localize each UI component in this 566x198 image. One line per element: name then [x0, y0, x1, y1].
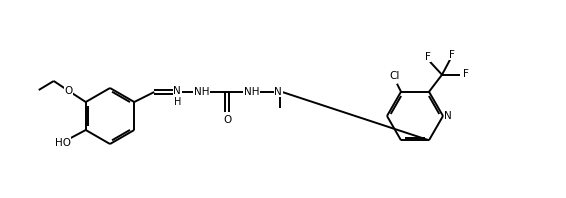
Text: F: F: [425, 52, 431, 62]
Text: HO: HO: [55, 138, 71, 148]
Text: F: F: [463, 69, 469, 79]
Text: N: N: [173, 86, 181, 96]
Text: O: O: [223, 115, 231, 125]
Text: NH: NH: [194, 87, 209, 96]
Text: N: N: [275, 87, 282, 96]
Text: Cl: Cl: [390, 71, 400, 81]
Text: NH: NH: [244, 87, 259, 96]
Text: H: H: [174, 97, 181, 107]
Text: O: O: [65, 86, 73, 96]
Text: N: N: [444, 111, 452, 121]
Text: F: F: [449, 50, 455, 60]
